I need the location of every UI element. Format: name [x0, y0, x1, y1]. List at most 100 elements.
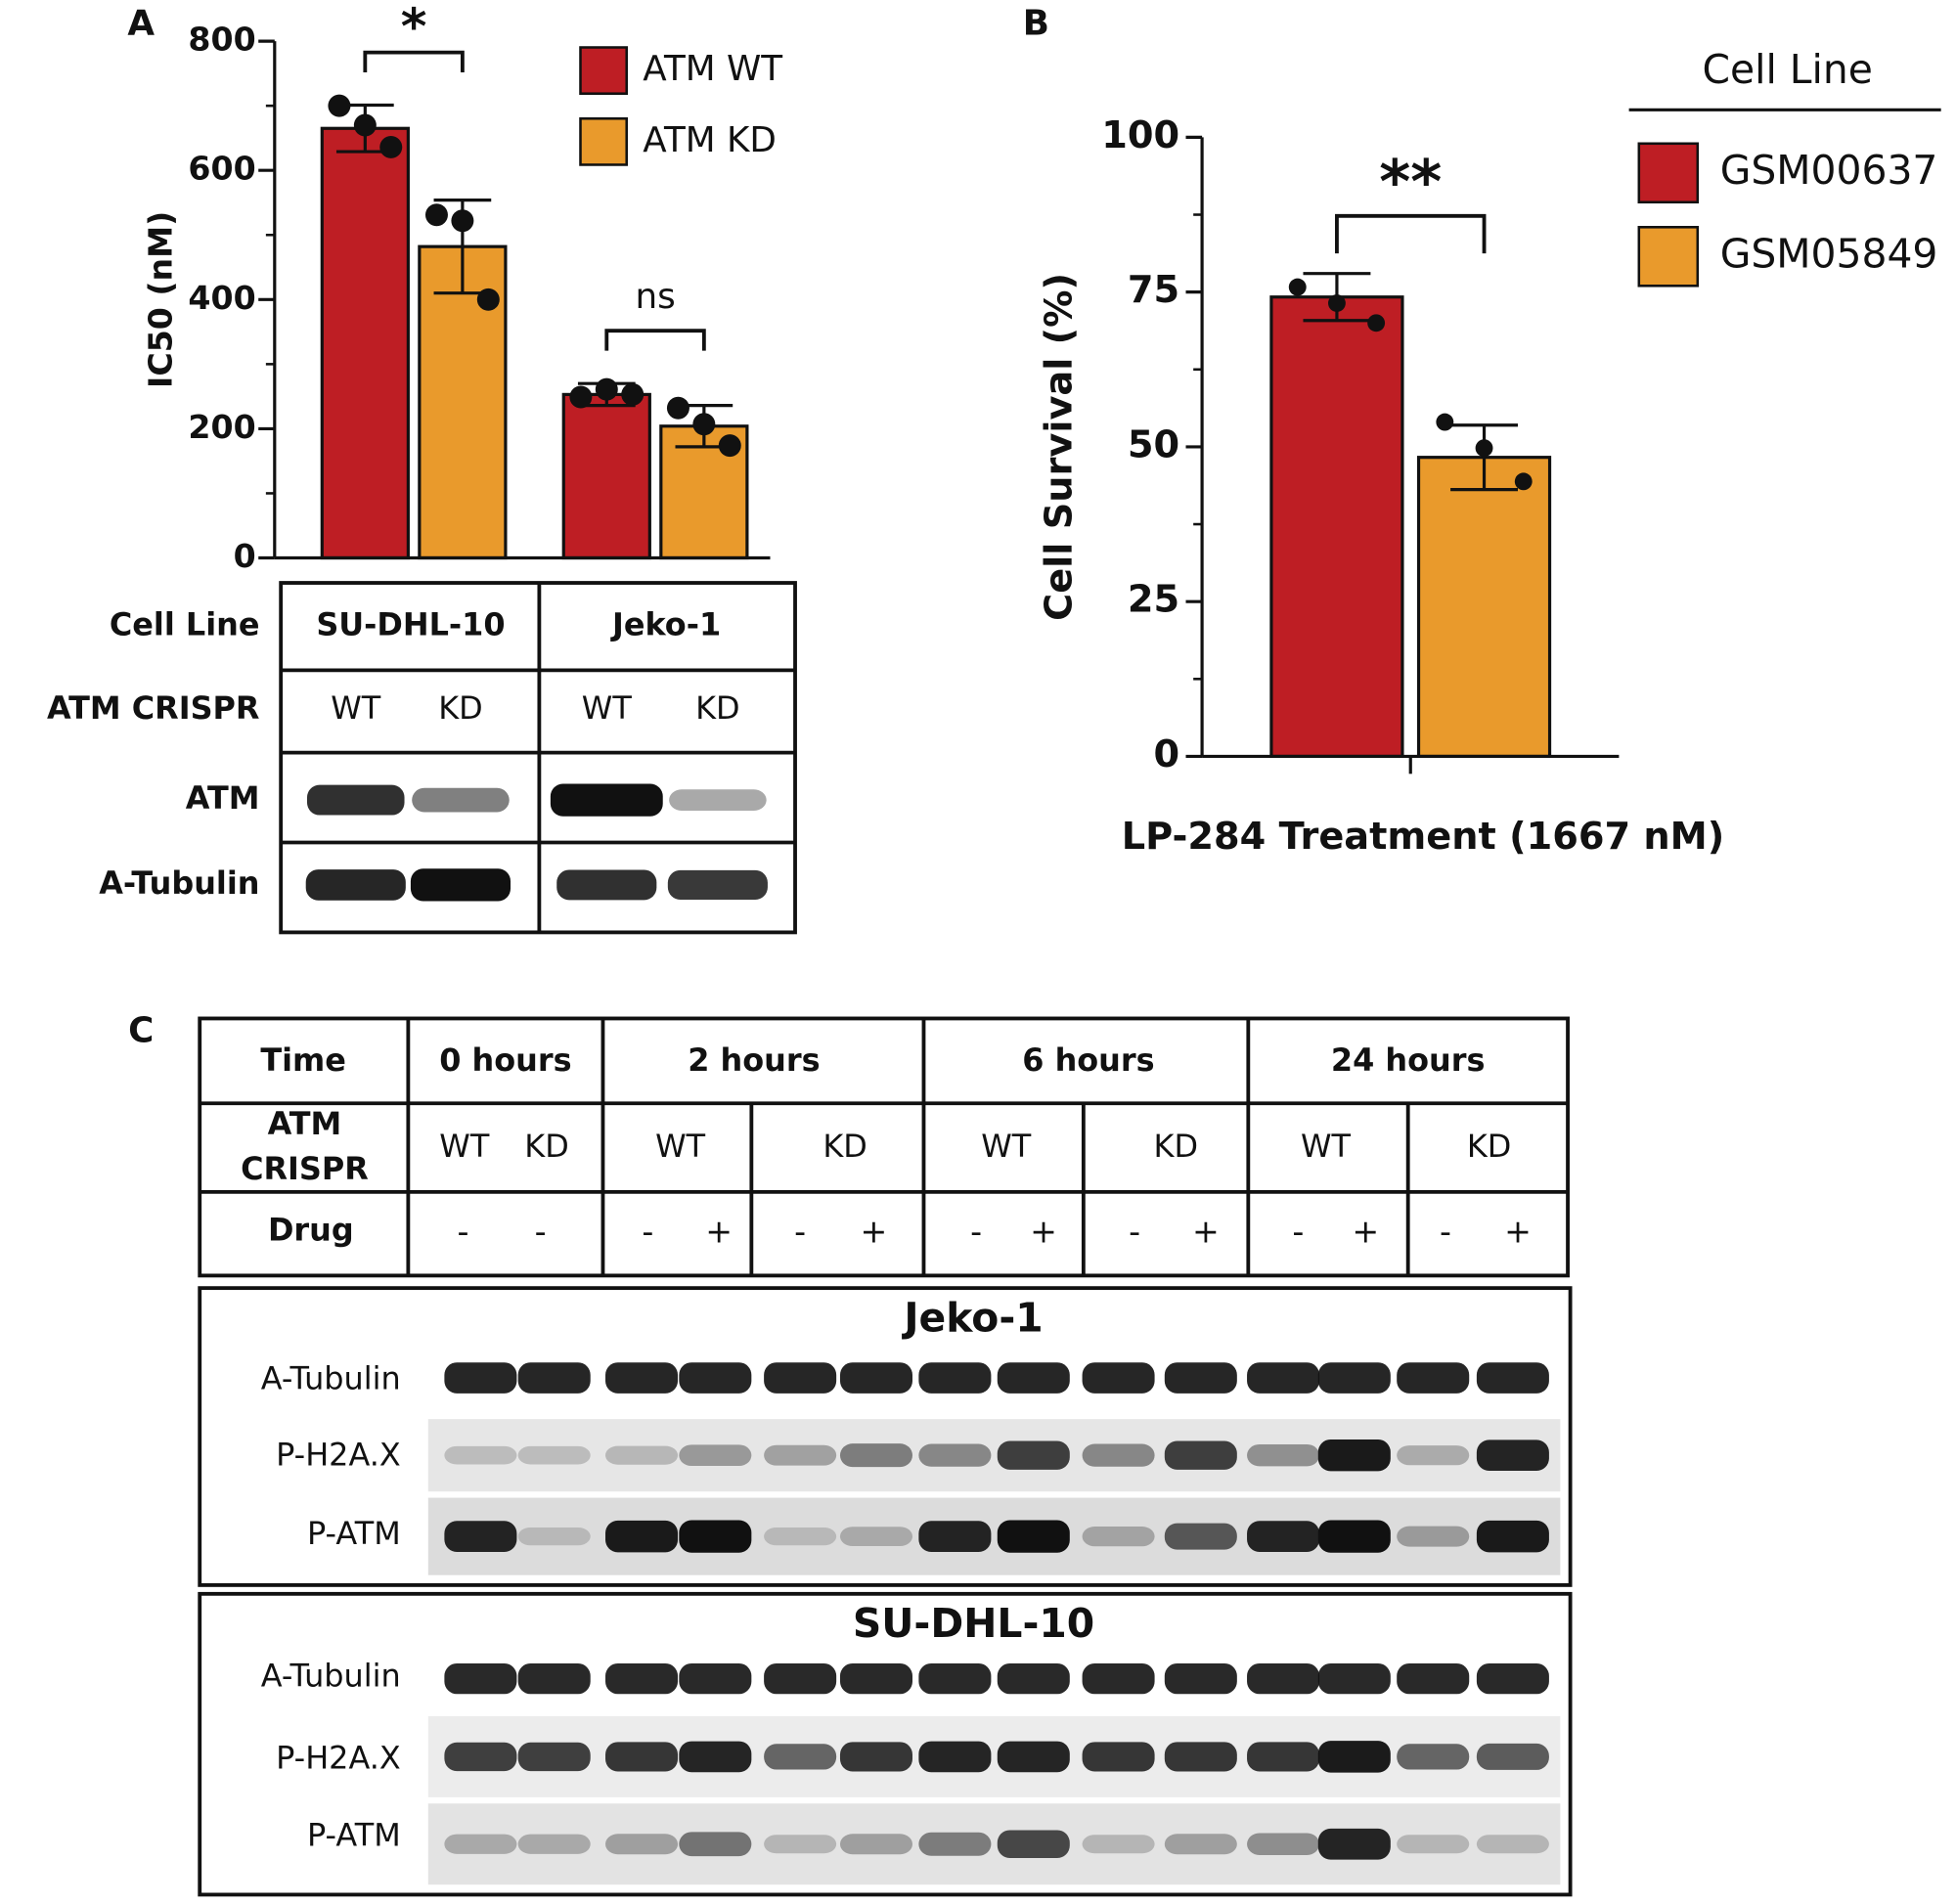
- y-tick-label: 200: [188, 408, 255, 446]
- legend-title: Cell Line: [1702, 46, 1872, 93]
- blot-band: [1082, 1742, 1155, 1772]
- legend-swatch: [579, 116, 628, 166]
- y-tick-label: 400: [188, 279, 255, 317]
- blot-band: [918, 1362, 992, 1394]
- blot-band: [667, 869, 768, 900]
- drug-sign: +: [1192, 1212, 1220, 1250]
- blot-band: [918, 1662, 992, 1695]
- drug-sign: -: [535, 1212, 547, 1250]
- blot-band: [997, 1520, 1070, 1553]
- row-label: A-Tubulin: [99, 864, 259, 902]
- significance-bracket: [363, 50, 465, 73]
- blot-row-label: P-H2A.X: [276, 1436, 401, 1473]
- blot-band: [305, 869, 406, 901]
- table-frame: [198, 1016, 1570, 1278]
- data-point: [621, 382, 645, 406]
- blot-band: [1164, 1742, 1237, 1772]
- data-point: [1475, 439, 1493, 458]
- cell-line: SU-DHL-10: [316, 606, 505, 643]
- blot-band: [997, 1662, 1070, 1695]
- blot-band: [517, 1742, 591, 1772]
- blot-band: [918, 1443, 992, 1467]
- y-tick-label: 800: [188, 21, 255, 59]
- blot-band: [1247, 1362, 1320, 1394]
- y-tick-label: 100: [1101, 113, 1179, 157]
- y-tick-label: 600: [188, 150, 255, 188]
- time-label: 0 hours: [439, 1041, 571, 1079]
- blot-band: [764, 1662, 837, 1695]
- genotype: KD: [524, 1128, 568, 1165]
- blot-band: [605, 1445, 679, 1465]
- blot-band: [839, 1443, 912, 1468]
- significance-label: *: [401, 0, 427, 57]
- row-label: ATM: [186, 779, 260, 817]
- blot-band: [1247, 1521, 1320, 1552]
- data-point: [1436, 413, 1454, 431]
- blot-row-label: A-Tubulin: [261, 1360, 401, 1397]
- blot-band: [679, 1444, 752, 1467]
- blot-title: SU-DHL-10: [853, 1600, 1094, 1647]
- data-point: [424, 203, 448, 227]
- blot-band: [1164, 1834, 1237, 1855]
- blot-band: [679, 1520, 752, 1553]
- blot-band: [605, 1834, 679, 1855]
- blot-band: [764, 1444, 837, 1466]
- genotype: KD: [822, 1128, 867, 1165]
- blot-band: [444, 1742, 517, 1772]
- blot-band: [839, 1834, 912, 1855]
- blot-band: [679, 1832, 752, 1857]
- blot-band: [1317, 1741, 1391, 1773]
- data-point: [1328, 294, 1346, 312]
- blot-band: [1476, 1520, 1549, 1553]
- blot-band: [1164, 1523, 1237, 1550]
- error-bar: [1450, 423, 1519, 492]
- blot-band: [1164, 1362, 1237, 1394]
- blot-band: [1247, 1833, 1320, 1855]
- blot-band: [605, 1520, 679, 1553]
- data-point: [328, 94, 351, 117]
- blot-band: [764, 1835, 837, 1854]
- blot-band: [1317, 1662, 1391, 1695]
- blot-band: [1247, 1443, 1320, 1467]
- blot-band: [1397, 1835, 1470, 1854]
- legend-label: ATM WT: [643, 49, 782, 89]
- blot-band: [1082, 1835, 1155, 1854]
- bar: [320, 126, 410, 560]
- blot-band: [1082, 1527, 1155, 1547]
- blot-band: [1247, 1662, 1320, 1695]
- blot-band: [918, 1521, 992, 1552]
- data-point: [1288, 278, 1307, 296]
- blot-band: [918, 1832, 992, 1856]
- blot-band: [1397, 1445, 1470, 1466]
- blot-band: [1164, 1662, 1237, 1695]
- blot-band: [997, 1440, 1070, 1470]
- blot-row-label: P-ATM: [307, 1515, 401, 1552]
- blot-band: [997, 1830, 1070, 1859]
- blot-band: [764, 1744, 837, 1770]
- row-label: Drug: [268, 1212, 354, 1249]
- blot-frame: [198, 1591, 1573, 1897]
- significance-bracket: [1335, 213, 1487, 254]
- row-label: ATM CRISPR: [47, 689, 260, 727]
- blot-band: [1247, 1742, 1320, 1772]
- time-label: 24 hours: [1331, 1041, 1486, 1079]
- blot-band: [1476, 1662, 1549, 1695]
- data-point: [718, 434, 741, 458]
- drug-sign: -: [794, 1212, 806, 1250]
- legend-swatch: [1637, 226, 1700, 288]
- significance-label: **: [1379, 148, 1442, 217]
- blot-band: [517, 1527, 591, 1546]
- genotype: WT: [582, 689, 633, 727]
- data-point: [569, 385, 593, 409]
- blot-band: [517, 1834, 591, 1854]
- blot-band: [517, 1362, 591, 1394]
- blot-frame: [198, 1286, 1573, 1587]
- blot-band: [679, 1362, 752, 1394]
- row-label: CRISPR: [241, 1150, 369, 1187]
- blot-band: [1397, 1662, 1470, 1695]
- significance-bracket: [604, 329, 706, 351]
- blot-band: [839, 1362, 912, 1394]
- blot-band: [997, 1362, 1070, 1394]
